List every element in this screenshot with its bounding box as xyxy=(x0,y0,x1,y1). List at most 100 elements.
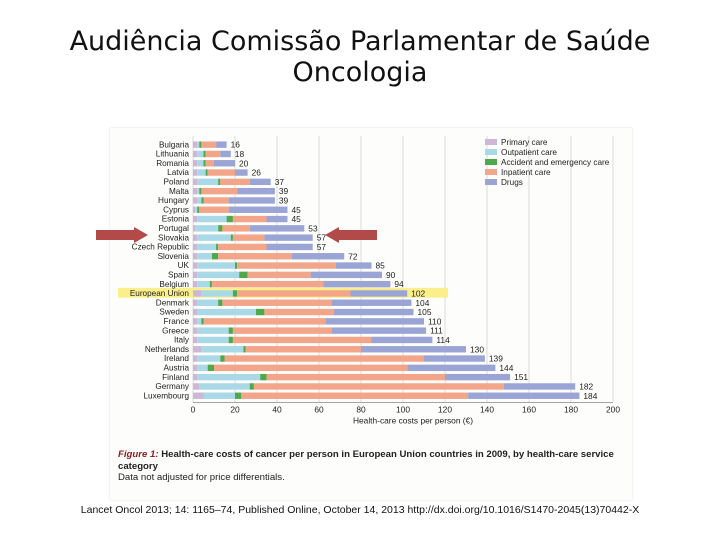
bar-segment xyxy=(193,253,198,260)
bar-segment xyxy=(291,253,345,260)
category-label: Finland xyxy=(162,373,189,382)
legend-swatch xyxy=(485,159,497,165)
total-label: 45 xyxy=(292,205,302,215)
category-label: France xyxy=(164,317,190,326)
x-tick-label: 60 xyxy=(314,404,324,414)
x-tick-label: 80 xyxy=(356,404,366,414)
x-tick-label: 200 xyxy=(606,404,620,414)
right-arrow-icon xyxy=(325,227,377,243)
category-label: Hungary xyxy=(158,196,190,205)
x-tick-label: 180 xyxy=(564,404,578,414)
x-axis-label: Health-care costs per person (€) xyxy=(353,415,473,425)
bar-segment xyxy=(207,364,214,372)
bar-segment xyxy=(333,308,414,316)
bar-segment xyxy=(197,160,204,167)
bar-segment xyxy=(237,290,351,297)
bar-segment xyxy=(197,373,261,381)
bar-segment xyxy=(193,178,198,186)
bar-segment xyxy=(205,160,214,167)
category-label: Latvia xyxy=(167,168,189,177)
total-label: 104 xyxy=(415,298,429,308)
bar-segment xyxy=(361,346,466,353)
bar-segment xyxy=(235,262,238,269)
legend-entry: Outpatient care xyxy=(501,148,557,157)
bar-segment xyxy=(193,262,198,269)
left-arrow-icon xyxy=(96,227,148,243)
bar-segment xyxy=(201,197,204,204)
figure-caption: Figure 1: Health-care costs of cancer pe… xyxy=(118,449,628,484)
total-label: 85 xyxy=(376,261,386,271)
bar-segment xyxy=(193,299,198,306)
bar-segment xyxy=(197,253,212,260)
total-label: 144 xyxy=(499,363,513,373)
stacked-bar-chart: Bulgaria 16 Lithuania 18 Romania 20 Latvia 26 Po… xyxy=(118,136,620,425)
bar-segment xyxy=(245,346,361,353)
bar-segment xyxy=(203,160,206,167)
total-label: 102 xyxy=(411,289,425,299)
category-label: Portugal xyxy=(159,224,190,233)
bar-segment xyxy=(201,318,204,325)
total-label: 114 xyxy=(436,335,450,345)
bar-segment xyxy=(197,364,208,372)
bar-segment xyxy=(201,290,233,297)
bar-segment xyxy=(226,215,233,223)
total-label: 105 xyxy=(418,307,432,317)
bar-segment xyxy=(197,187,200,195)
total-label: 37 xyxy=(275,177,285,187)
bar-segment xyxy=(193,160,198,167)
bar-segment xyxy=(232,234,265,241)
legend-swatch xyxy=(485,169,497,175)
bar-segment xyxy=(237,187,275,195)
bar-segment xyxy=(239,271,248,279)
bar-segment xyxy=(195,225,219,232)
bar-segment xyxy=(325,318,424,325)
bar-segment xyxy=(197,271,240,279)
bar-segment xyxy=(256,308,265,316)
total-label: 18 xyxy=(235,149,245,159)
bar-segment xyxy=(193,290,202,297)
category-label: Lithuania xyxy=(156,150,190,159)
bar-segment xyxy=(193,308,198,316)
bar-segment xyxy=(264,234,313,241)
category-label: Malta xyxy=(169,187,189,196)
total-label: 72 xyxy=(348,251,358,261)
bar-segment xyxy=(193,280,198,288)
bar-segment xyxy=(203,150,206,158)
x-tick-label: 100 xyxy=(396,404,410,414)
bar-segment xyxy=(228,206,288,213)
bar-segment xyxy=(193,336,198,344)
bar-segment xyxy=(193,318,198,325)
bar-segment xyxy=(193,346,202,353)
total-label: 39 xyxy=(279,196,289,206)
caption-note: Data not adjusted for price differential… xyxy=(118,472,285,484)
slide-title: Audiência Comissão Parlamentar de Saúde … xyxy=(0,26,720,88)
total-label: 130 xyxy=(470,344,484,354)
legend-entry: Drugs xyxy=(501,178,523,187)
bar-segment xyxy=(228,336,233,344)
bar-segment xyxy=(197,215,227,223)
category-label: Czech Republic xyxy=(132,243,189,252)
bar-segment xyxy=(407,364,496,372)
total-label: 26 xyxy=(252,168,262,178)
bar-segment xyxy=(203,318,326,325)
category-label: Denmark xyxy=(156,298,190,307)
legend-swatch xyxy=(485,139,497,145)
bar-segment xyxy=(199,206,229,213)
x-tick-label: 40 xyxy=(272,404,282,414)
bar-segment xyxy=(216,243,219,251)
bar-segment xyxy=(199,383,250,390)
bar-segment xyxy=(232,327,332,334)
bar-segment xyxy=(331,299,412,306)
bar-segment xyxy=(193,364,198,372)
category-label: Bulgaria xyxy=(159,140,189,149)
category-label: Netherlands xyxy=(145,345,189,354)
slide-title-line2: Oncologia xyxy=(292,57,428,88)
bar-segment xyxy=(197,327,229,334)
total-label: 57 xyxy=(317,233,327,243)
bar-segment xyxy=(193,392,204,399)
bar-segment xyxy=(197,299,219,306)
category-label: Belgium xyxy=(159,280,189,289)
bar-segment xyxy=(207,169,235,176)
bar-segment xyxy=(199,141,202,148)
total-label: 94 xyxy=(394,279,404,289)
